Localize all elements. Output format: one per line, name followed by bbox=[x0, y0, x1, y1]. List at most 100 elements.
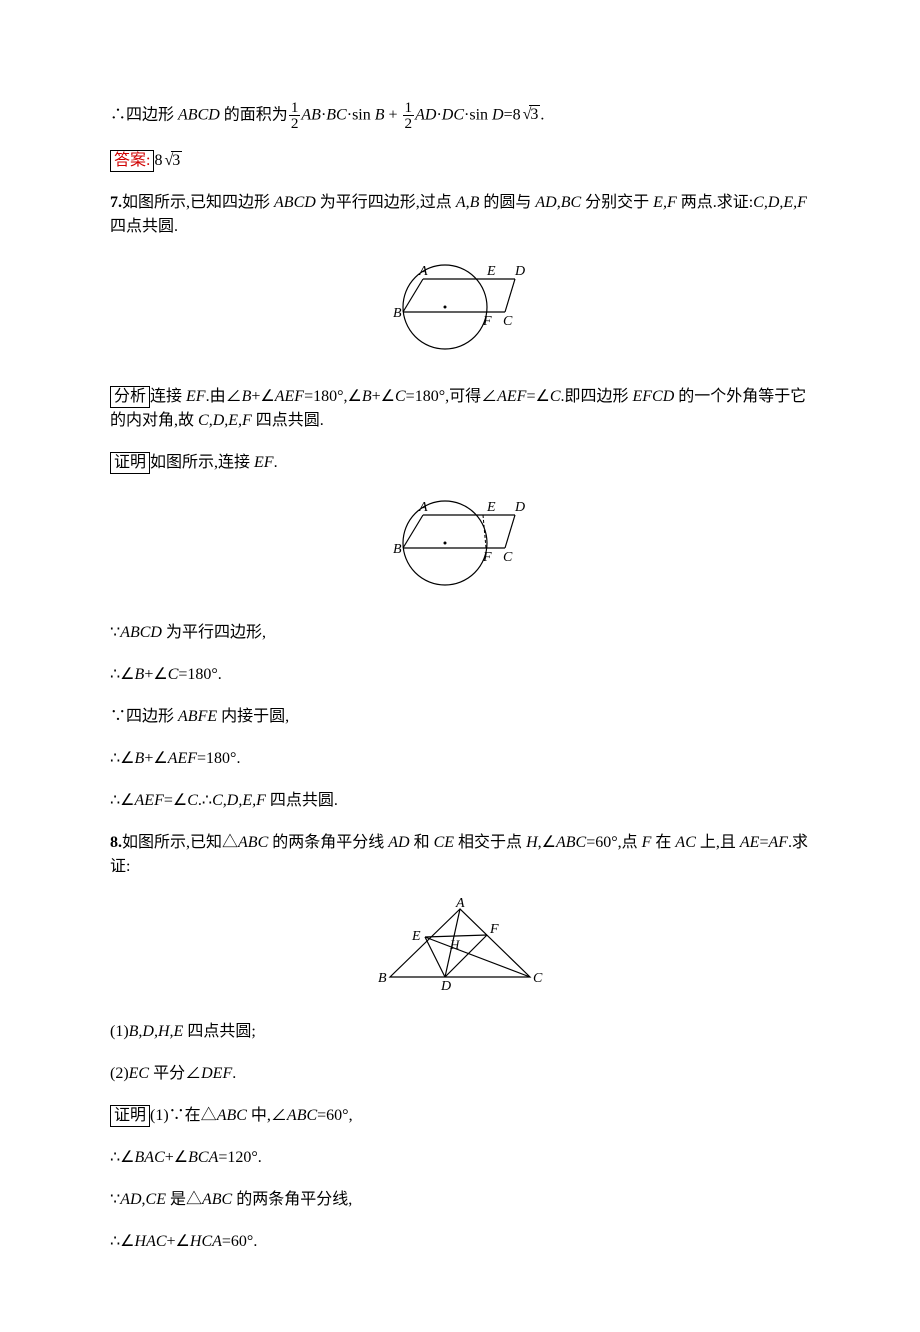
sin: sin bbox=[352, 106, 371, 123]
svg-text:B: B bbox=[393, 542, 402, 557]
abc: ABC bbox=[202, 1191, 232, 1208]
ce: CE bbox=[434, 834, 454, 851]
t: +∠ bbox=[144, 750, 167, 767]
t: 的两条角平分线, bbox=[232, 1191, 352, 1208]
t: 相交于点 bbox=[454, 834, 526, 851]
proof-label: 证明 bbox=[110, 452, 150, 473]
t: =∠ bbox=[526, 388, 549, 405]
p7s2: ∴∠B+∠C=180°. bbox=[110, 663, 810, 687]
c: C bbox=[395, 388, 406, 405]
t: ∴∠ bbox=[110, 750, 135, 767]
q8: 8.如图所示,已知△ABC 的两条角平分线 AD 和 CE 相交于点 H,∠AB… bbox=[110, 831, 810, 879]
proof-7-intro: 证明如图所示,连接 EF. bbox=[110, 451, 810, 475]
aef: AEF bbox=[497, 388, 526, 405]
svg-text:F: F bbox=[482, 550, 492, 565]
t: 四点共圆; bbox=[183, 1023, 255, 1040]
abc: ABC bbox=[238, 834, 268, 851]
p7s5: ∴∠AEF=∠C.∴C,D,E,F 四点共圆. bbox=[110, 789, 810, 813]
t: +∠ bbox=[167, 1233, 190, 1250]
t: 的圆与 bbox=[479, 194, 535, 211]
text: 的面积为 bbox=[220, 106, 288, 123]
t: 内接于圆, bbox=[217, 708, 289, 725]
ec: EC bbox=[129, 1065, 149, 1082]
svg-text:A: A bbox=[455, 897, 465, 911]
t: 的两条角平分线 bbox=[268, 834, 388, 851]
b: B bbox=[135, 750, 145, 767]
p7s4: ∴∠B+∠AEF=180°. bbox=[110, 747, 810, 771]
ef: EF bbox=[186, 388, 206, 405]
t: 和 bbox=[410, 834, 434, 851]
abcd: ABCD bbox=[274, 194, 316, 211]
text: ∴四边形 bbox=[110, 106, 178, 123]
area-line: ∴四边形 ABCD 的面积为12AB·BC·sin B + 12AD·DC·si… bbox=[110, 100, 810, 131]
t: 中,∠ bbox=[247, 1107, 287, 1124]
t: ∵ bbox=[110, 1191, 120, 1208]
bac: BAC bbox=[135, 1149, 165, 1166]
t: 分别交于 bbox=[581, 194, 653, 211]
svg-text:C: C bbox=[503, 550, 513, 565]
t: .∴ bbox=[198, 792, 212, 809]
t: =180°,∠ bbox=[304, 388, 362, 405]
hac: HAC bbox=[135, 1233, 167, 1250]
ad: AD bbox=[415, 106, 436, 123]
ad: AD bbox=[535, 194, 556, 211]
q7: 7.如图所示,已知四边形 ABCD 为平行四边形,过点 A,B 的圆与 AD,B… bbox=[110, 191, 810, 239]
af: AF bbox=[768, 834, 788, 851]
p: . bbox=[274, 454, 278, 471]
t: 如图所示,已知△ bbox=[122, 834, 238, 851]
aef: AEF bbox=[135, 792, 164, 809]
t: 为平行四边形, bbox=[162, 624, 266, 641]
t: ∵ bbox=[110, 624, 120, 641]
svg-text:A: A bbox=[418, 264, 428, 279]
t: +∠ bbox=[251, 388, 274, 405]
circle-diagram-2: A E D B F C bbox=[375, 493, 545, 593]
svg-text:D: D bbox=[440, 979, 451, 992]
svg-text:H: H bbox=[449, 937, 460, 952]
bc: BC bbox=[561, 194, 581, 211]
b: B bbox=[375, 106, 385, 123]
aef: AEF bbox=[168, 750, 197, 767]
ad: AD bbox=[388, 834, 409, 851]
abc: ABC bbox=[556, 834, 586, 851]
bc: BC bbox=[326, 106, 346, 123]
d: D bbox=[492, 106, 504, 123]
ef: EF bbox=[254, 454, 274, 471]
t: . bbox=[232, 1065, 236, 1082]
figure-7b: A E D B F C bbox=[110, 493, 810, 601]
proof-label: 证明 bbox=[110, 1105, 150, 1126]
t: ∵四边形 bbox=[110, 708, 178, 725]
answer-6: 答案:83 bbox=[110, 149, 810, 173]
p8s3: ∵AD,CE 是△ABC 的两条角平分线, bbox=[110, 1188, 810, 1212]
bdhe: B,D,H,E bbox=[129, 1023, 184, 1040]
q8-2: (2)EC 平分∠DEF. bbox=[110, 1062, 810, 1086]
plus: + bbox=[385, 106, 402, 123]
eq: =8 bbox=[504, 106, 521, 123]
t: 为平行四边形,过点 bbox=[316, 194, 456, 211]
abc: ABC bbox=[217, 1107, 247, 1124]
q8-num: 8. bbox=[110, 834, 122, 851]
hca: HCA bbox=[190, 1233, 222, 1250]
t: =180°. bbox=[178, 666, 221, 683]
t: 两点.求证: bbox=[677, 194, 753, 211]
t: (1) bbox=[110, 1023, 129, 1040]
abcd: ABCD bbox=[178, 106, 220, 123]
t: +∠ bbox=[165, 1149, 188, 1166]
val: 8 bbox=[154, 152, 162, 169]
t: =60°, bbox=[317, 1107, 352, 1124]
t: 四点共圆. bbox=[252, 412, 324, 429]
t: ,∠ bbox=[538, 834, 556, 851]
q7-num: 7. bbox=[110, 194, 122, 211]
half: 12 bbox=[289, 100, 301, 131]
t: ∴∠ bbox=[110, 1149, 135, 1166]
t: (2) bbox=[110, 1065, 129, 1082]
analysis-7: 分析连接 EF.由∠B+∠AEF=180°,∠B+∠C=180°,可得∠AEF=… bbox=[110, 385, 810, 433]
svg-text:F: F bbox=[482, 314, 492, 329]
t: =60°,点 bbox=[586, 834, 641, 851]
t: 上,且 bbox=[696, 834, 740, 851]
half2: 12 bbox=[403, 100, 415, 131]
q8-1: (1)B,D,H,E 四点共圆; bbox=[110, 1020, 810, 1044]
t: +∠ bbox=[144, 666, 167, 683]
t: .由∠ bbox=[206, 388, 242, 405]
b: B bbox=[362, 388, 372, 405]
efcd: EFCD bbox=[633, 388, 675, 405]
